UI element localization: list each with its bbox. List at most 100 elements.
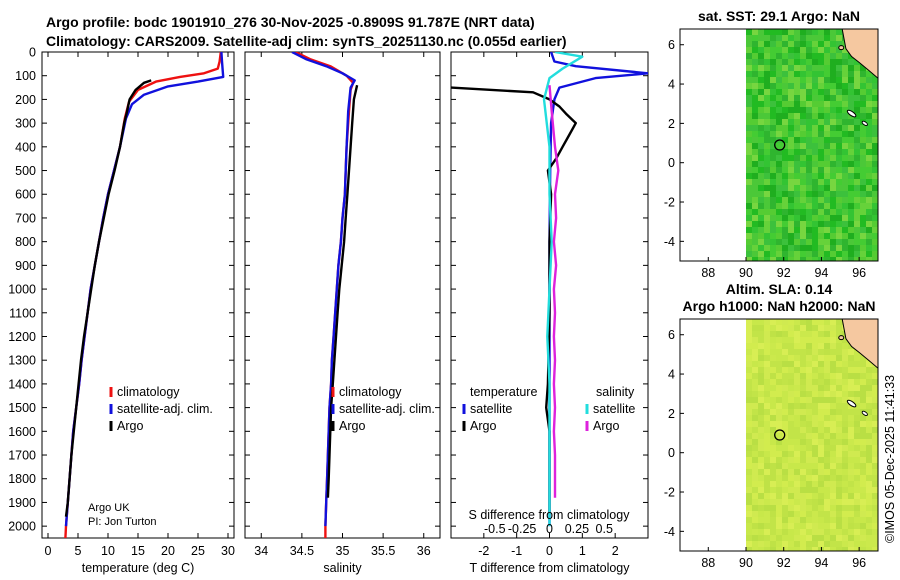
salinity-series-group bbox=[291, 52, 359, 538]
series-line-salinity-satellite bbox=[542, 52, 584, 527]
depth-tick-label: 1700 bbox=[8, 449, 36, 463]
salinity-legend-label: Argo bbox=[339, 419, 365, 433]
series-line-argo bbox=[326, 84, 359, 498]
temperature-series-group bbox=[64, 52, 225, 538]
sst_map-island bbox=[846, 109, 857, 118]
sst_map-xtick-label: 92 bbox=[777, 266, 791, 280]
differences-series-group bbox=[451, 52, 648, 527]
depth-tick-label: 1400 bbox=[8, 377, 36, 391]
series-line-satellite-adj-clim- bbox=[64, 52, 225, 527]
temperature-xtick-label: 10 bbox=[101, 544, 115, 558]
salinity-xtick-label: 36 bbox=[417, 544, 431, 558]
sst_map-title: sat. SST: 29.1 Argo: NaN bbox=[698, 8, 860, 24]
salinity-xtick-label: 35.5 bbox=[371, 544, 395, 558]
temperature-xtick-label: 15 bbox=[131, 544, 145, 558]
sst_map-heatmap bbox=[746, 29, 879, 262]
difference-panel: -2 -1 0 1 2 T difference from climatology -0.5… bbox=[450, 51, 649, 575]
sdiff-tick-label: 0.5 bbox=[596, 522, 613, 536]
imos-watermark: ©IMOS 05-Dec-2025 11:41:33 bbox=[883, 375, 897, 543]
sst_map-xtick-label: 94 bbox=[814, 266, 828, 280]
differences-xtick-label: 1 bbox=[579, 544, 586, 558]
sla_map-title: Argo h1000: NaN h2000: NaN bbox=[683, 298, 876, 314]
depth-tick-label: 200 bbox=[15, 93, 36, 107]
temperature-legend-label: climatology bbox=[117, 385, 180, 399]
sla_map-xtick-label: 96 bbox=[852, 556, 866, 570]
depth-tick-label: 900 bbox=[15, 259, 36, 273]
diff-legend-temperature-header: temperature bbox=[470, 385, 537, 399]
depth-tick-label: 0 bbox=[29, 46, 36, 60]
sdiff-tick-label: 0.25 bbox=[565, 522, 589, 536]
salinity-panel: 34 34.5 35 35.5 36 salinity climatology satelli… bbox=[244, 51, 441, 575]
depth-tick-label: 1800 bbox=[8, 472, 36, 486]
depth-tick-label: 800 bbox=[15, 235, 36, 249]
sla_map-ytick-label: 4 bbox=[668, 368, 675, 382]
sst_map-float-marker bbox=[774, 139, 786, 151]
depth-tick-label: 1300 bbox=[8, 354, 36, 368]
sst_map-island bbox=[838, 45, 845, 51]
credit-line2: PI: Jon Turton bbox=[88, 516, 156, 528]
series-line-temperature-satellite bbox=[548, 52, 648, 527]
temperature-legend-label: satellite-adj. clim. bbox=[117, 402, 213, 416]
sst_map-ytick-label: 4 bbox=[668, 78, 675, 92]
salinity-xtick-label: 35 bbox=[336, 544, 350, 558]
diff-salinity-legend-label: Argo bbox=[593, 419, 619, 433]
series-line-climatology bbox=[294, 52, 355, 538]
salinity-legend-label: climatology bbox=[339, 385, 402, 399]
depth-tick-label: 1100 bbox=[9, 306, 36, 320]
sla_map-heatmap bbox=[746, 319, 879, 552]
sla_map-ytick-label: -4 bbox=[664, 525, 675, 539]
figure-title-line1: Argo profile: bodc 1901910_276 30-Nov-20… bbox=[46, 14, 535, 30]
sst_map-xtick-label: 88 bbox=[701, 266, 715, 280]
sst_map-axes-box bbox=[679, 28, 879, 262]
series-line-satellite-adj-clim- bbox=[291, 52, 356, 527]
depth-tick-label: 300 bbox=[15, 117, 36, 131]
sst_map-xtick-label: 96 bbox=[852, 266, 866, 280]
sst-map-panel: sat. SST: 29.1 Argo: NaN 88 90 92 94 96 -4 -2 0 2… bbox=[664, 8, 879, 280]
sst_map-ytick-label: 6 bbox=[668, 38, 675, 52]
sla_map-island bbox=[838, 335, 845, 341]
diff-legend-salinity-header: salinity bbox=[596, 385, 635, 399]
depth-tick-label: 400 bbox=[15, 140, 36, 154]
sla_map-xtick-label: 92 bbox=[777, 556, 791, 570]
differences-xtick-label: 2 bbox=[612, 544, 619, 558]
sdiff-tick-label: -0.25 bbox=[508, 522, 537, 536]
temperature-xtick-label: 25 bbox=[191, 544, 205, 558]
depth-tick-label: 1200 bbox=[8, 330, 36, 344]
salinity-legend-label: satellite-adj. clim. bbox=[339, 402, 435, 416]
sst_map-ytick-label: 2 bbox=[668, 117, 675, 131]
depth-tick-label: 1900 bbox=[8, 496, 36, 510]
sla_map-float-marker bbox=[774, 429, 786, 441]
depth-tick-label: 700 bbox=[15, 211, 36, 225]
series-line-temperature-argo bbox=[451, 86, 577, 515]
sla_map-xtick-label: 88 bbox=[701, 556, 715, 570]
sla_map-xtick-label: 94 bbox=[814, 556, 828, 570]
salinity-axes-box bbox=[244, 51, 441, 539]
sla_map-ytick-label: 0 bbox=[668, 446, 675, 460]
diff-temperature-legend-label: satellite bbox=[470, 402, 512, 416]
depth-tick-label: 1600 bbox=[8, 425, 36, 439]
temperature-xlabel: temperature (deg C) bbox=[82, 561, 195, 575]
salinity-xtick-label: 34 bbox=[254, 544, 268, 558]
differences-xtick-label: -1 bbox=[511, 544, 522, 558]
sst_map-ytick-label: -2 bbox=[664, 196, 675, 210]
differences-xlabel: T difference from climatology bbox=[469, 561, 630, 575]
sst_map-xtick-label: 90 bbox=[739, 266, 753, 280]
depth-tick-label: 1500 bbox=[8, 401, 36, 415]
diff-temperature-legend-label: Argo bbox=[470, 419, 496, 433]
sdiff-xlabel: S difference from climatology bbox=[469, 508, 631, 522]
depth-tick-label: 2000 bbox=[8, 520, 36, 534]
sdiff-tick-label: 0 bbox=[546, 522, 553, 536]
sla_map-axes-box bbox=[679, 318, 879, 552]
sla_map-title: Altim. SLA: 0.14 bbox=[726, 281, 833, 297]
sla_map-island bbox=[861, 410, 868, 416]
differences-xtick-label: -2 bbox=[478, 544, 489, 558]
differences-xtick-label: 0 bbox=[546, 544, 553, 558]
sla_map-ytick-label: 6 bbox=[668, 328, 675, 342]
salinity-xlabel: salinity bbox=[323, 561, 362, 575]
temperature-xtick-label: 30 bbox=[221, 544, 235, 558]
diff-salinity-legend-label: satellite bbox=[593, 402, 635, 416]
depth-tick-label: 1000 bbox=[8, 283, 36, 297]
credit-line1: Argo UK bbox=[88, 502, 130, 514]
